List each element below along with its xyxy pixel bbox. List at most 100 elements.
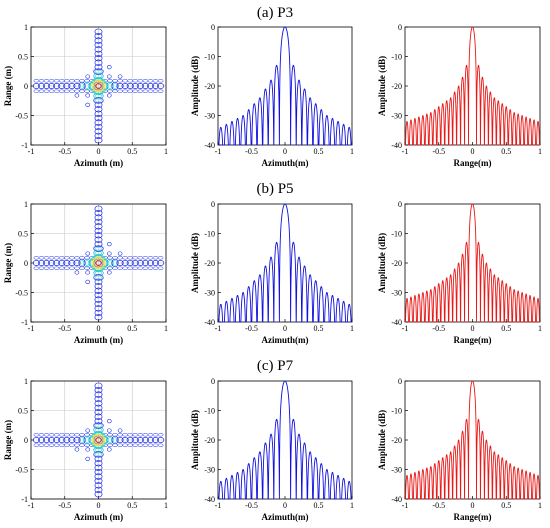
contour-lobe (33, 443, 40, 447)
contour-lobe (93, 68, 104, 75)
contour-lobe (94, 205, 103, 212)
x-tick-label: 0.5 (501, 324, 511, 333)
x-tick-label: 0 (283, 501, 287, 510)
y-tick-label: 1 (24, 23, 28, 32)
y-tick-label: -1 (21, 318, 28, 327)
contour-lobe (48, 79, 55, 83)
profile-series-line (405, 203, 540, 323)
contour-lobe (53, 89, 60, 93)
contour-lobe (157, 83, 165, 89)
y-tick-label: -40 (204, 495, 215, 504)
contour-lobe (74, 256, 80, 260)
contour-main-lobe (89, 78, 108, 94)
contour-lobe (38, 89, 45, 93)
contour-lobe (48, 266, 55, 270)
x-tick-label: 0 (471, 324, 475, 333)
y-tick-label: -10 (204, 230, 215, 239)
contour-lobe (117, 266, 123, 270)
contour-lobe (38, 79, 45, 83)
contour-lobe (126, 260, 134, 266)
contour-lobe (122, 443, 129, 447)
contour-lobe (53, 266, 60, 270)
contour-lobe (94, 115, 103, 122)
y-tick-label: -30 (391, 466, 402, 475)
contour-lobe (43, 266, 50, 270)
contour-lobe (84, 79, 90, 83)
y-tick-label: 0 (211, 23, 215, 32)
contour-lobe (53, 443, 60, 447)
contour-lobe (43, 433, 50, 437)
contour-lobe (136, 260, 144, 266)
contour-lobe (63, 260, 71, 266)
y-axis-label: Amplitude (dB) (190, 56, 200, 116)
contour-main-lobe (95, 437, 102, 443)
y-tick-label: -40 (204, 141, 215, 150)
y-tick-label: 0 (398, 377, 402, 386)
y-tick-label: 0 (24, 436, 28, 445)
amplitude-profile-plot: -1 -0.5 0 0.5 1 0 -10 -20 -30 -40 Range(m) Amplitud… (377, 23, 542, 168)
y-tick-label: -1 (21, 495, 28, 504)
contour-lobe (58, 260, 66, 266)
contour-lobe (37, 83, 46, 89)
x-tick-label: 1 (350, 324, 354, 333)
y-tick-label: -30 (391, 289, 402, 298)
y-tick-label: 0 (211, 377, 215, 386)
contour-lobe (85, 93, 90, 98)
contour-plot: -1 -0.5 0 0.5 1 1 0.5 0 -0.5 -1 Azimuth (m) Range (… (3, 23, 168, 168)
contour-lobe (137, 89, 144, 93)
contour-lobe (94, 283, 103, 290)
contour-lobe (131, 437, 139, 443)
contour-lobe (107, 251, 112, 256)
contour-lobe (94, 37, 103, 44)
contour-main-lobe (91, 433, 106, 447)
x-tick-label: 0 (97, 324, 101, 333)
contour-lobe (79, 433, 85, 437)
contour-lobe (117, 433, 123, 437)
contour-lobe (74, 433, 80, 437)
contour-lobe (94, 63, 103, 71)
contour-lobe (85, 456, 90, 461)
contour-lobe (121, 437, 129, 443)
x-tick-label: -1 (402, 147, 409, 156)
contour-lobe (94, 491, 103, 498)
y-tick-label: -20 (391, 436, 402, 445)
y-tick-label: -10 (204, 53, 215, 62)
y-tick-label: -1 (21, 141, 28, 150)
y-axis-label: Range (m) (3, 66, 13, 106)
plot-frame (217, 380, 353, 500)
plot-frame (30, 380, 167, 500)
contour-lobe (151, 260, 160, 266)
x-axis-label: Azimuth (m) (74, 512, 123, 522)
y-tick-label: -20 (204, 436, 215, 445)
contour-lobe (53, 433, 60, 437)
contour-lobe (112, 443, 118, 447)
contour-lobe (94, 218, 103, 226)
x-tick-label: -0.5 (58, 147, 71, 156)
contour-lobe (107, 419, 112, 424)
contour-lobe (53, 79, 60, 83)
contour-lobe (93, 274, 104, 281)
contour-lobe (112, 79, 118, 83)
contour-lobe (58, 433, 65, 437)
y-tick-label: 0 (24, 259, 28, 268)
contour-lobe (84, 256, 90, 260)
contour-lobe (147, 266, 154, 270)
contour-lobe (94, 32, 103, 40)
x-tick-label: 0 (471, 501, 475, 510)
contour-lobe (43, 256, 50, 260)
contour-lobe (48, 433, 55, 437)
y-tick-label: -30 (391, 112, 402, 121)
contour-lobe (132, 89, 139, 93)
y-tick-label: -20 (204, 259, 215, 268)
contour-lobe (58, 266, 65, 270)
contour-lobe (94, 460, 103, 467)
contour-lobe (131, 83, 139, 89)
contour-lobe (94, 106, 103, 113)
profile-series-line (218, 380, 352, 500)
x-tick-label: 0.5 (314, 147, 324, 156)
contour-lobe (94, 382, 103, 389)
amplitude-profile-plot: -1 -0.5 0 0.5 1 0 -10 -20 -30 -40 Range(m) Amplitud… (377, 200, 542, 345)
contour-lobe (94, 413, 103, 420)
contour-lobe (94, 50, 103, 57)
contour-lobe (94, 477, 103, 485)
